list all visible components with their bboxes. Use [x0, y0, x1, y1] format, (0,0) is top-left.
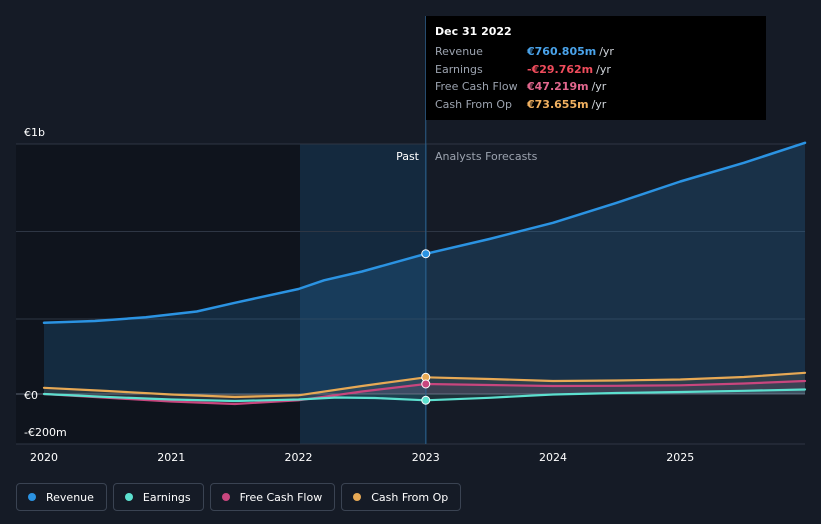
tooltip: Dec 31 2022 Revenue €760.805m /yr Earnin…: [426, 16, 766, 120]
earnings-marker: [421, 395, 431, 405]
legend-dot-icon: [353, 493, 362, 501]
y-axis: €1b €0 -€200m: [24, 126, 67, 439]
tooltip-unit: /yr: [599, 45, 614, 59]
tooltip-unit: /yr: [591, 80, 607, 94]
legend-item-cash-from-op[interactable]: Cash From Op: [341, 483, 462, 511]
tooltip-value: €73.655m: [527, 97, 589, 111]
legend-item-earnings[interactable]: Earnings: [112, 483, 204, 511]
legend-dot-icon: [124, 493, 133, 501]
x-axis: 2020 2021 2022 2023 2024 2025: [30, 451, 694, 464]
x-tick-2024: 2024: [539, 451, 567, 464]
tooltip-row-earnings: Earnings -€29.762m /yr: [435, 61, 757, 79]
legend: Revenue Earnings Free Cash Flow Cash Fro…: [16, 483, 462, 511]
revenue-marker: [421, 249, 431, 259]
legend-dot-icon: [221, 493, 230, 501]
x-tick-2025: 2025: [666, 451, 694, 464]
free-cash-flow-marker: [421, 379, 431, 389]
x-tick-2021: 2021: [157, 451, 185, 464]
tooltip-unit: /yr: [596, 62, 611, 76]
legend-item-revenue[interactable]: Revenue: [16, 483, 107, 511]
legend-dot-icon: [28, 493, 36, 501]
tooltip-date: Dec 31 2022: [435, 25, 512, 38]
highlight-markers: [421, 249, 431, 405]
tooltip-row-revenue: Revenue €760.805m /yr: [435, 43, 757, 61]
tooltip-value: €760.805m: [527, 45, 597, 59]
tooltip-row-free-cash-flow: Free Cash Flow €47.219m /yr: [435, 78, 757, 96]
tooltip-unit: /yr: [591, 97, 607, 111]
legend-label: Earnings: [142, 490, 191, 504]
tooltip-label: Free Cash Flow: [435, 80, 518, 94]
legend-item-free-cash-flow[interactable]: Free Cash Flow: [209, 483, 336, 511]
legend-label: Revenue: [46, 490, 94, 504]
tooltip-row-cash-from-op: Cash From Op €73.655m /yr: [435, 96, 757, 114]
tooltip-label: Cash From Op: [435, 97, 513, 111]
tooltip-label: Earnings: [435, 62, 483, 76]
forecast-label: Analysts Forecasts: [435, 150, 538, 163]
x-tick-2023: 2023: [412, 451, 440, 464]
legend-label: Free Cash Flow: [239, 490, 323, 504]
legend-label: Cash From Op: [371, 490, 449, 504]
earnings-area: [44, 389, 805, 401]
x-tick-2022: 2022: [285, 451, 313, 464]
y-tick-0: €0: [24, 389, 38, 402]
earnings-line: [42, 388, 807, 403]
y-tick-neg200m: -€200m: [24, 426, 67, 439]
revenue-area: [44, 142, 805, 394]
tooltip-value: €47.219m: [527, 80, 589, 94]
tooltip-label: Revenue: [435, 45, 483, 59]
past-label: Past: [396, 150, 420, 163]
revenue-line: [42, 141, 807, 325]
tooltip-value: -€29.762m: [527, 62, 594, 76]
y-tick-1b: €1b: [24, 126, 45, 139]
x-tick-2020: 2020: [30, 451, 58, 464]
